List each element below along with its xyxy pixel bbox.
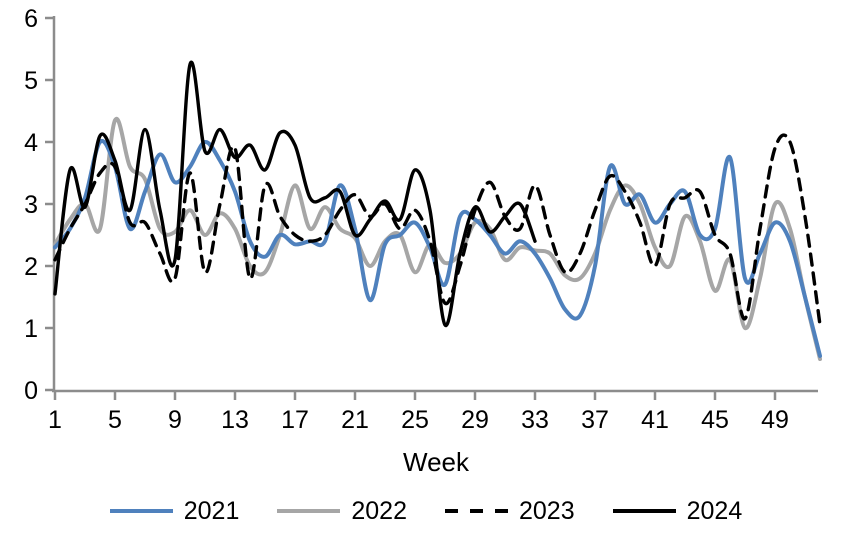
svg-text:41: 41 bbox=[641, 406, 669, 434]
legend-line-sample-2022 bbox=[277, 509, 341, 513]
svg-text:0: 0 bbox=[24, 377, 38, 405]
legend-item-2021: 2021 bbox=[109, 496, 240, 525]
legend-label-2023: 2023 bbox=[519, 496, 575, 525]
svg-text:1: 1 bbox=[48, 406, 62, 434]
x-axis-tick-labels: 1 5 9 13 17 21 25 29 33 37 41 45 49 bbox=[48, 406, 789, 434]
svg-text:45: 45 bbox=[701, 406, 729, 434]
svg-text:29: 29 bbox=[461, 406, 489, 434]
svg-text:6: 6 bbox=[24, 5, 38, 33]
svg-text:21: 21 bbox=[341, 406, 369, 434]
svg-text:5: 5 bbox=[24, 67, 38, 95]
svg-text:9: 9 bbox=[168, 406, 182, 434]
chart-legend: 2021 2022 2023 2024 bbox=[0, 492, 852, 530]
svg-text:1: 1 bbox=[24, 315, 38, 343]
svg-text:2: 2 bbox=[24, 253, 38, 281]
svg-text:49: 49 bbox=[761, 406, 789, 434]
y-axis-ticks bbox=[45, 16, 54, 392]
svg-text:17: 17 bbox=[281, 406, 309, 434]
series-line-2024 bbox=[53, 60, 537, 327]
svg-text:13: 13 bbox=[221, 406, 249, 434]
axes bbox=[52, 16, 818, 393]
legend-label-2024: 2024 bbox=[686, 496, 743, 525]
legend-item-2022: 2022 bbox=[277, 496, 407, 525]
x-axis-title: Week bbox=[403, 447, 470, 477]
y-axis-tick-labels: 0 1 2 3 4 5 6 bbox=[24, 5, 38, 405]
legend-label-2021: 2021 bbox=[183, 496, 240, 525]
x-axis-ticks bbox=[53, 391, 777, 400]
svg-text:37: 37 bbox=[581, 406, 609, 434]
legend-line-sample-2024 bbox=[612, 509, 676, 513]
legend-label-2022: 2022 bbox=[351, 496, 407, 525]
series-line-2023 bbox=[53, 133, 822, 327]
svg-text:3: 3 bbox=[24, 191, 38, 219]
svg-text:33: 33 bbox=[521, 406, 549, 434]
svg-text:5: 5 bbox=[108, 406, 122, 434]
legend-line-sample-2023 bbox=[445, 509, 508, 513]
svg-text:25: 25 bbox=[401, 406, 429, 434]
series-line-2021 bbox=[53, 138, 822, 358]
svg-text:4: 4 bbox=[24, 129, 38, 157]
legend-line-sample-2021 bbox=[109, 509, 173, 513]
legend-item-2024: 2024 bbox=[612, 496, 743, 525]
legend-item-2023: 2023 bbox=[445, 496, 575, 525]
